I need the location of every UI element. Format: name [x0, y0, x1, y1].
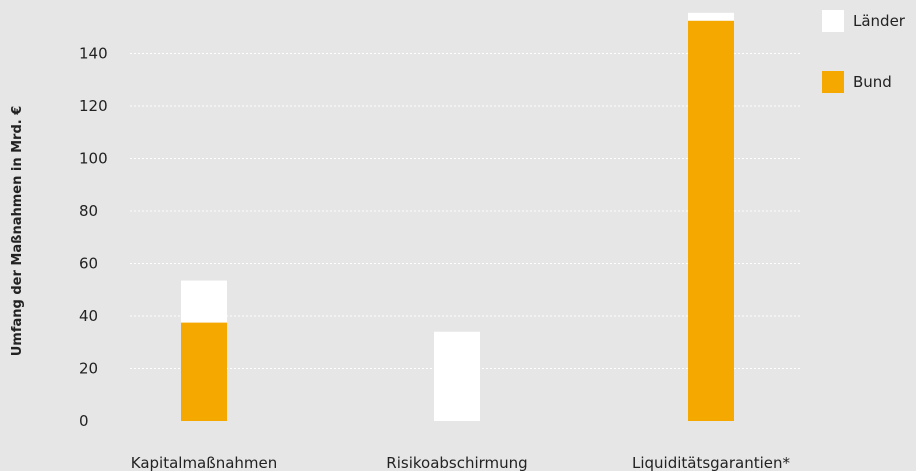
y-tick-label-20: 20	[79, 360, 98, 378]
legend-swatch-bund	[822, 71, 844, 93]
y-tick-label-80: 80	[79, 202, 98, 220]
legend: Länder Bund	[822, 10, 906, 93]
bar-länder-2	[688, 12, 734, 21]
y-tick-label-60: 60	[79, 255, 98, 273]
bars	[181, 12, 734, 421]
bar-länder-0	[181, 280, 227, 323]
y-tick-label-40: 40	[79, 307, 98, 325]
y-tick-label-100: 100	[79, 150, 108, 168]
bar-bund-0	[181, 322, 227, 421]
category-label-2: Liquiditätsgarantien*	[632, 454, 791, 471]
y-axis-ticks: 0 20 40 60 80 100 120 140	[79, 45, 108, 431]
bar-länder-1	[434, 331, 480, 421]
legend-label-bund: Bund	[853, 73, 892, 91]
y-axis-label: Umfang der Maßnahmen in Mrd. €	[10, 106, 25, 357]
category-labels: Kapitalmaßnahmen Risikoabschirmung Liquidi…	[131, 454, 791, 471]
bar-bund-2	[688, 20, 734, 421]
y-tick-label-120: 120	[79, 97, 108, 115]
category-label-0: Kapitalmaßnahmen	[131, 454, 278, 471]
y-tick-label-140: 140	[79, 45, 108, 63]
y-tick-label-0: 0	[79, 412, 89, 430]
legend-swatch-länder	[822, 10, 844, 32]
category-label-1: Risikoabschirmung	[386, 454, 527, 471]
legend-label-länder: Länder	[853, 12, 906, 30]
